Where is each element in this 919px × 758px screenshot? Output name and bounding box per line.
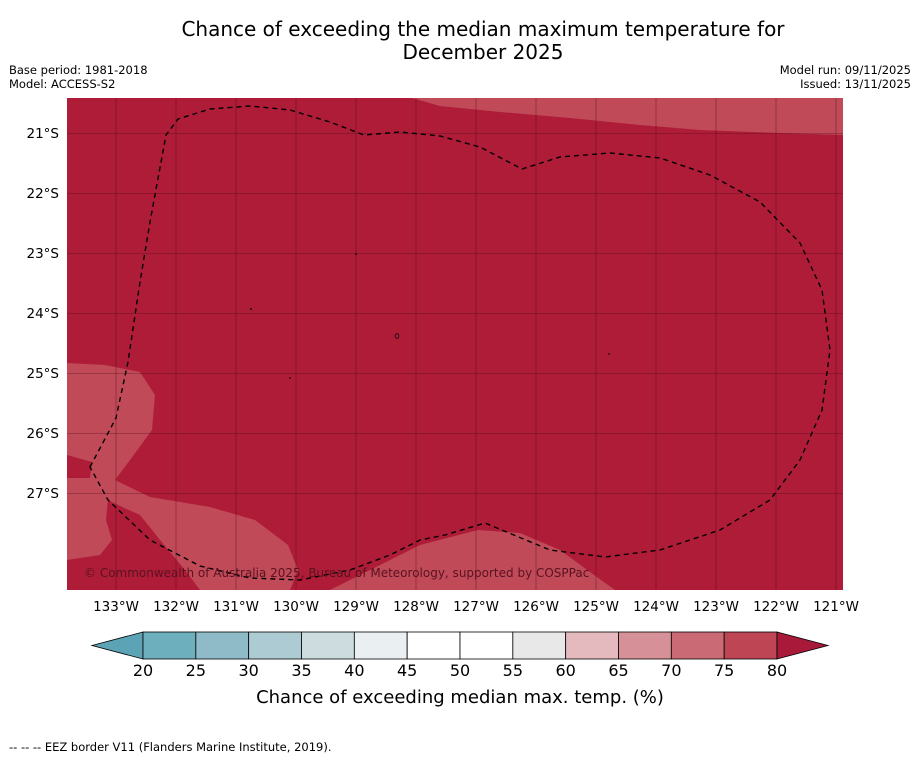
colorbar-segment	[723, 631, 778, 660]
colorbar-low-arrow	[90, 631, 144, 660]
eez-footnote: -- -- -- EEZ border V11 (Flanders Marine…	[9, 740, 332, 754]
colorbar-tick-label: 25	[186, 661, 206, 680]
island-5	[608, 353, 610, 355]
colorbar-segment	[512, 631, 567, 660]
colorbar-segment	[353, 631, 408, 660]
colorbar-segment	[565, 631, 619, 660]
island-4	[289, 377, 291, 379]
colorbar-tick-label: 35	[291, 661, 311, 680]
colorbar-tick-label: 80	[767, 661, 787, 680]
issued-date: Issued: 13/11/2025	[800, 77, 911, 91]
region-75-80-south	[330, 530, 615, 590]
model-run: Model run: 09/11/2025	[779, 63, 911, 77]
lon-label: 131°W	[213, 599, 259, 615]
colorbar-segment	[406, 631, 461, 660]
colorbar: 20 25 30 35 40 45 50 55 60 65 70 75 80 Chance of exc…	[90, 631, 830, 708]
latitude-labels: 21°S 22°S 23°S 24°S 25°S 26°S 27°S	[27, 126, 60, 502]
region-80-southwest-b	[67, 500, 200, 590]
colorbar-label: Chance of exceeding median max. temp. (%…	[256, 687, 664, 708]
base-info: Base period: 1981-2018 Model: ACCESS-S2	[9, 63, 148, 91]
lon-label: 133°W	[93, 599, 139, 615]
colorbar-segment	[195, 631, 250, 660]
colorbar-high-arrow	[776, 631, 830, 660]
colorbar-tick-label: 55	[503, 661, 523, 680]
gridlines	[67, 98, 843, 590]
colorbar-ticks: 20 25 30 35 40 45 50 55 60 65 70 75 80	[133, 661, 787, 680]
colorbar-segment	[618, 631, 672, 660]
island-1	[355, 253, 357, 255]
colorbar-segment	[301, 631, 355, 660]
title-line-1: Chance of exceeding the median maximum t…	[181, 17, 785, 41]
chart-title: Chance of exceeding the median maximum t…	[0, 18, 919, 64]
colorbar-tick-label: 60	[555, 661, 575, 680]
lon-label: 132°W	[153, 599, 199, 615]
island-2	[250, 308, 252, 310]
lon-label: 121°W	[813, 599, 859, 615]
colorbar-segment	[670, 631, 725, 660]
colorbar-segment	[248, 631, 302, 660]
lat-label: 24°S	[27, 306, 60, 322]
base-period: Base period: 1981-2018	[9, 63, 148, 77]
lon-label: 122°W	[753, 599, 799, 615]
lon-label: 124°W	[633, 599, 679, 615]
lat-label: 22°S	[27, 186, 60, 202]
map-panel: © Commonwealth of Australia 2025, Bureau…	[67, 98, 843, 590]
eez-border	[89, 105, 831, 581]
colorbar-tick-label: 45	[397, 661, 417, 680]
region-80-southwest-a	[67, 455, 92, 478]
colorbar-segments	[142, 631, 778, 660]
model-name: Model: ACCESS-S2	[9, 77, 116, 91]
lat-label: 25°S	[27, 366, 60, 382]
lon-label: 126°W	[513, 599, 559, 615]
longitude-labels: 133°W 132°W 131°W 130°W 129°W 128°W 127°…	[93, 599, 859, 615]
colorbar-tick-label: 20	[133, 661, 153, 680]
lon-label: 127°W	[453, 599, 499, 615]
lat-label: 23°S	[27, 246, 60, 262]
lat-label: 27°S	[27, 486, 60, 502]
islands	[250, 253, 610, 379]
colorbar-segment	[142, 631, 197, 660]
title-line-2: December 2025	[402, 40, 564, 64]
colorbar-segment	[459, 631, 514, 660]
lon-label: 125°W	[573, 599, 619, 615]
colorbar-tick-label: 75	[714, 661, 734, 680]
lon-label: 128°W	[393, 599, 439, 615]
lon-label: 130°W	[273, 599, 319, 615]
lat-label: 26°S	[27, 426, 60, 442]
run-info: Model run: 09/11/2025 Issued: 13/11/2025	[780, 63, 911, 91]
region-75-80-northeast	[412, 98, 843, 135]
lon-label: 129°W	[333, 599, 379, 615]
colorbar-tick-label: 65	[608, 661, 628, 680]
lon-label: 123°W	[693, 599, 739, 615]
island-3	[394, 333, 400, 339]
colorbar-tick-label: 70	[661, 661, 681, 680]
colorbar-tick-label: 50	[450, 661, 470, 680]
colorbar-tick-label: 30	[238, 661, 258, 680]
lat-label: 21°S	[27, 126, 60, 142]
copyright-notice: © Commonwealth of Australia 2025, Bureau…	[84, 566, 589, 580]
colorbar-tick-label: 40	[344, 661, 364, 680]
